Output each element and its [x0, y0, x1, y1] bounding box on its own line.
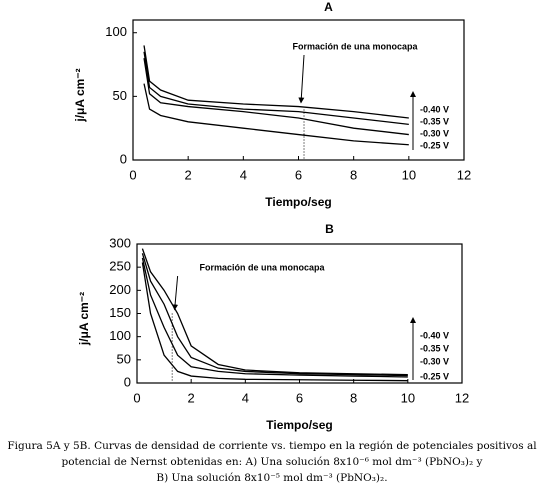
chart-title: B — [325, 222, 334, 236]
legend-label: -0.40 V — [420, 104, 449, 114]
series-line — [143, 45, 409, 119]
x-tick-label: 10 — [401, 390, 415, 405]
caption-line: B) Una solución 8x10⁻⁵ mol dm⁻³ (PbNO₃)₂… — [156, 472, 387, 484]
series-line — [141, 262, 408, 382]
y-tick-label: 150 — [109, 305, 131, 320]
caption-line: Figura 5A y 5B. Curvas de densidad de co… — [7, 440, 537, 452]
series-line — [141, 248, 408, 376]
legend-label: -0.30 V — [420, 128, 449, 138]
y-tick-label: 0 — [120, 151, 127, 166]
legend-label: -0.25 V — [420, 140, 449, 150]
series-line — [143, 51, 409, 126]
series-line — [143, 58, 409, 136]
x-tick-label: 12 — [455, 390, 469, 405]
x-tick-label: 4 — [242, 390, 249, 405]
y-tick-label: 50 — [117, 351, 131, 366]
x-tick-label: 10 — [402, 167, 416, 182]
x-tick-label: 0 — [129, 167, 136, 182]
legend-label: -0.40 V — [420, 330, 449, 340]
x-tick-label: 2 — [185, 167, 192, 182]
y-tick-label: 0 — [124, 374, 131, 389]
y-tick-label: 250 — [109, 259, 131, 274]
series-line — [141, 253, 408, 377]
y-tick-label: 100 — [105, 24, 127, 39]
x-tick-label: 4 — [240, 167, 247, 182]
series-line — [143, 83, 409, 146]
legend-label: -0.30 V — [420, 356, 449, 366]
x-tick-label: 12 — [457, 167, 471, 182]
x-tick-label: 8 — [350, 167, 357, 182]
annotation: Formación de una monocapa — [199, 262, 325, 272]
y-tick-label: 200 — [109, 282, 131, 297]
caption-line: potencial de Nernst obtenidas en: A) Una… — [62, 456, 483, 468]
x-tick-label: 2 — [188, 390, 195, 405]
annotation-arrow — [172, 275, 179, 311]
legend-label: -0.25 V — [420, 371, 449, 381]
y-tick-label: 300 — [109, 235, 131, 250]
series-line — [141, 257, 408, 378]
x-tick-label: 6 — [295, 167, 302, 182]
y-tick-label: 100 — [109, 328, 131, 343]
chart-title: A — [324, 0, 333, 14]
legend-label: -0.35 V — [420, 343, 449, 353]
y-axis-label: j/μA cm⁻² — [73, 68, 87, 122]
y-tick-label: 50 — [113, 88, 127, 103]
x-tick-label: 8 — [350, 390, 357, 405]
x-tick-label: 0 — [133, 390, 140, 405]
annotation-arrow — [298, 54, 305, 104]
legend-label: -0.35 V — [420, 116, 449, 126]
x-axis-label: Tiempo/seg — [265, 195, 331, 209]
x-tick-label: 6 — [296, 390, 303, 405]
x-axis-label: Tiempo/seg — [266, 418, 332, 432]
y-axis-label: j/μA cm⁻² — [77, 292, 91, 346]
annotation: Formación de una monocapa — [292, 41, 418, 51]
